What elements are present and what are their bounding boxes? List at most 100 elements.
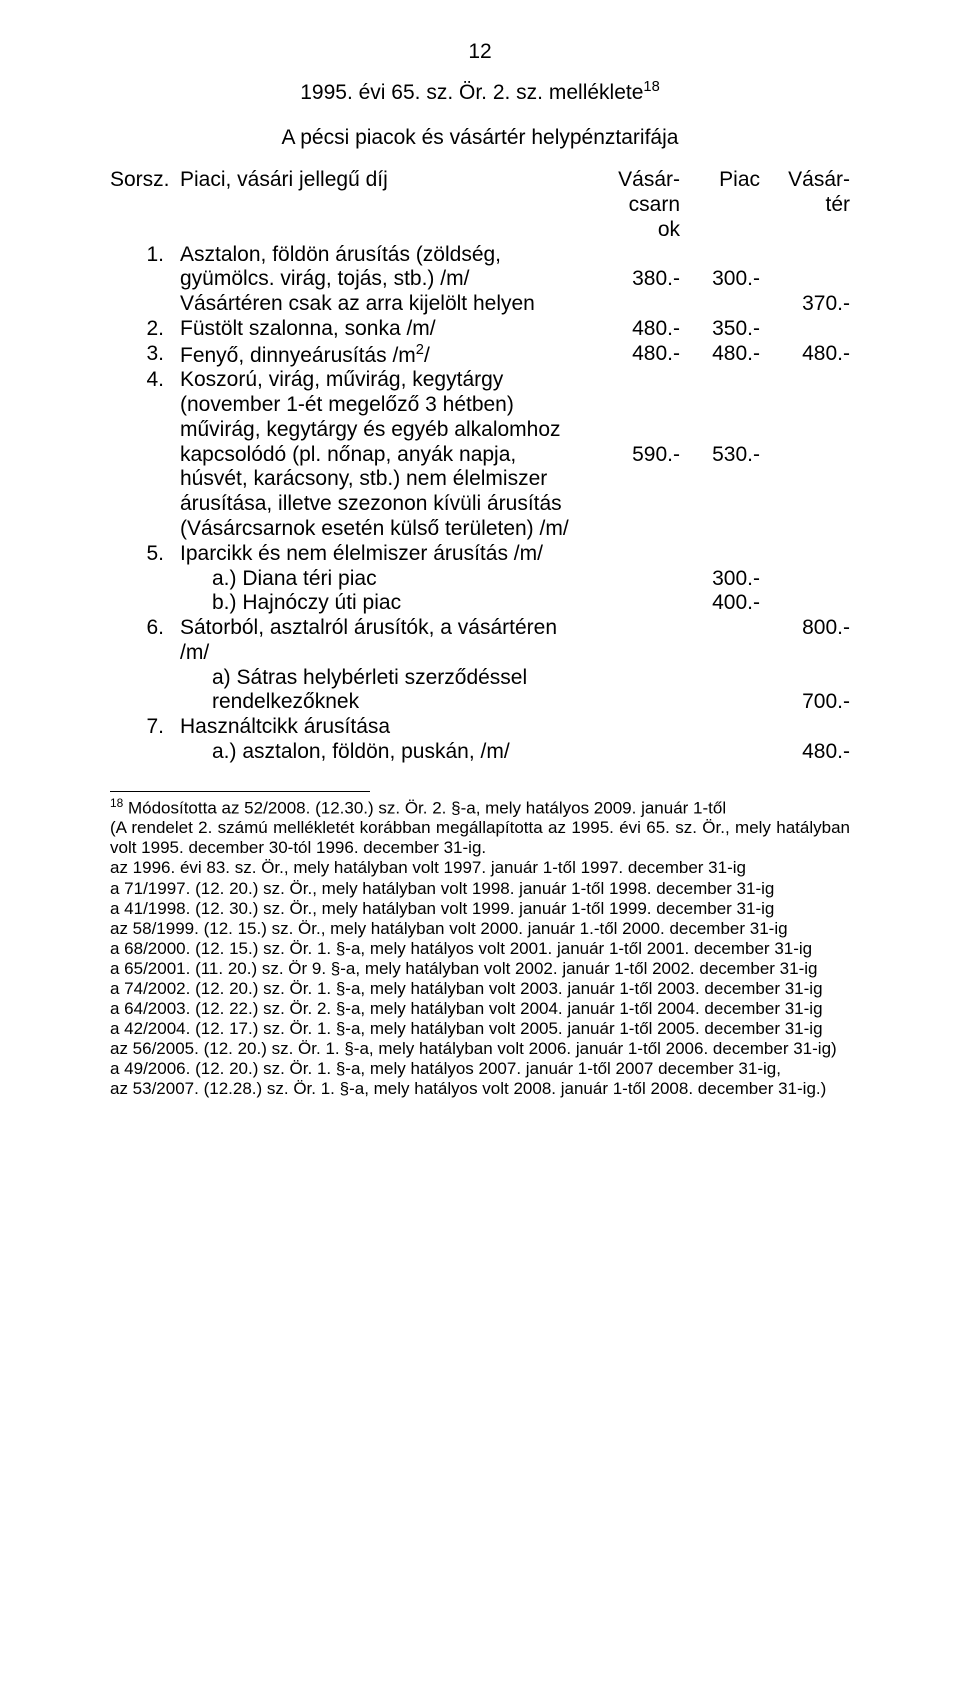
row-desc: Használtcikk árusítása	[180, 715, 590, 740]
row-num	[110, 591, 180, 616]
cell-val	[590, 517, 680, 542]
cell-val	[760, 418, 850, 443]
page-number: 12	[110, 40, 850, 65]
cell-val	[590, 492, 680, 517]
footnote-separator	[110, 791, 370, 792]
cell-val	[680, 666, 760, 691]
cell-val	[680, 690, 760, 715]
cell-val: 350.-	[680, 317, 760, 342]
cell-val	[680, 393, 760, 418]
row-num	[110, 443, 180, 468]
cell-val	[680, 418, 760, 443]
cell-val	[760, 492, 850, 517]
row-num	[110, 492, 180, 517]
cell-val	[680, 368, 760, 393]
col-head-sorsz: Sorsz.	[110, 168, 180, 242]
footnote-line: a 42/2004. (12. 17.) sz. Ör. 1. §-a, mel…	[110, 1019, 850, 1039]
cell-val	[590, 591, 680, 616]
heading-footnote-ref: 18	[643, 79, 659, 95]
row-num	[110, 467, 180, 492]
row-desc: árusítása, illetve szezonon kívüli árusí…	[180, 492, 590, 517]
row-desc: művirág, kegytárgy és egyéb alkalomhoz	[180, 418, 590, 443]
cell-val	[590, 243, 680, 268]
row-desc: b.) Hajnóczy úti piac	[180, 591, 590, 616]
row-num: 6.	[110, 616, 180, 641]
footnote-line: Módosította az 52/2008. (12.30.) sz. Ör.…	[123, 798, 726, 817]
col-head-line: ok	[590, 218, 680, 243]
cell-val: 480.-	[760, 342, 850, 369]
footnote-line: a 64/2003. (12. 22.) sz. Ör. 2. §-a, mel…	[110, 999, 850, 1019]
footnote-line: a 49/2006. (12. 20.) sz. Ör. 1. §-a, mel…	[110, 1059, 850, 1079]
row-num: 7.	[110, 715, 180, 740]
footnote-line: a 71/1997. (12. 20.) sz. Ör., mely hatál…	[110, 879, 850, 899]
cell-val	[680, 641, 760, 666]
cell-val	[590, 467, 680, 492]
cell-val	[590, 393, 680, 418]
footnote-line: (A rendelet 2. számú mellékletét korábba…	[110, 818, 850, 858]
row-desc: Füstölt szalonna, sonka /m/	[180, 317, 590, 342]
cell-val: 480.-	[680, 342, 760, 369]
cell-val	[590, 368, 680, 393]
cell-val	[760, 591, 850, 616]
cell-val: 300.-	[680, 267, 760, 292]
footnote-line: az 53/2007. (12.28.) sz. Ör. 1. §-a, mel…	[110, 1079, 850, 1099]
heading-text: 1995. évi 65. sz. Ör. 2. sz. melléklete	[300, 81, 643, 104]
cell-val	[760, 467, 850, 492]
cell-val	[590, 418, 680, 443]
cell-val	[760, 267, 850, 292]
row-num	[110, 418, 180, 443]
row-num: 4.	[110, 368, 180, 393]
cell-val	[760, 393, 850, 418]
row-desc: Asztalon, földön árusítás (zöldség,	[180, 243, 590, 268]
cell-val: 480.-	[760, 740, 850, 765]
cell-val	[760, 243, 850, 268]
cell-val	[680, 715, 760, 740]
document-page: 12 1995. évi 65. sz. Ör. 2. sz. mellékle…	[0, 0, 960, 1690]
cell-val	[760, 567, 850, 592]
footnote-number: 18	[110, 796, 123, 810]
cell-val	[590, 616, 680, 641]
row-desc: a.) asztalon, földön, puskán, /m/	[180, 740, 590, 765]
row-num: 2.	[110, 317, 180, 342]
cell-val	[760, 368, 850, 393]
footnote-line: az 58/1999. (12. 15.) sz. Ör., mely hatá…	[110, 919, 850, 939]
footnote-line: az 1996. évi 83. sz. Ör., mely hatályban…	[110, 858, 850, 878]
col-head-line: Piac	[680, 168, 760, 193]
cell-val	[680, 740, 760, 765]
cell-val	[590, 567, 680, 592]
cell-val	[590, 690, 680, 715]
cell-val	[760, 443, 850, 468]
row-desc: Koszorú, virág, művirág, kegytárgy	[180, 368, 590, 393]
cell-val: 300.-	[680, 567, 760, 592]
row-desc: (Vásárcsarnok esetén külső területen) /m…	[180, 517, 590, 542]
cell-val: 370.-	[760, 292, 850, 317]
row-desc: Vásártéren csak az arra kijelölt helyen	[180, 292, 590, 317]
cell-val	[590, 542, 680, 567]
row-desc: rendelkezőknek	[180, 690, 590, 715]
cell-val: 400.-	[680, 591, 760, 616]
col-head-line: csarn	[590, 193, 680, 218]
col-head-vasarcsarnok: Vásár- csarn ok	[590, 168, 680, 242]
row-desc: Iparcikk és nem élelmiszer árusítás /m/	[180, 542, 590, 567]
col-head-piac: Piac	[680, 168, 760, 242]
row-desc: gyümölcs. virág, tojás, stb.) /m/	[180, 267, 590, 292]
footnote-line: a 74/2002. (12. 20.) sz. Ör. 1. §-a, mel…	[110, 979, 850, 999]
footnote-line: a 68/2000. (12. 15.) sz. Ör. 1. §-a, mel…	[110, 939, 850, 959]
col-head-line: Vásár-	[590, 168, 680, 193]
cell-val: 380.-	[590, 267, 680, 292]
cell-val	[590, 666, 680, 691]
row-desc: a.) Diana téri piac	[180, 567, 590, 592]
cell-val	[680, 616, 760, 641]
row-num	[110, 267, 180, 292]
tariff-table: Sorsz. Piaci, vásári jellegű díj Vásár- …	[110, 168, 850, 764]
footnote-line: a 65/2001. (11. 20.) sz. Ör 9. §-a, mely…	[110, 959, 850, 979]
col-head-desc: Piaci, vásári jellegű díj	[180, 168, 590, 242]
cell-val: 530.-	[680, 443, 760, 468]
main-heading: 1995. évi 65. sz. Ör. 2. sz. melléklete1…	[110, 79, 850, 106]
row-num	[110, 690, 180, 715]
subtitle: A pécsi piacok és vásártér helypénztarif…	[110, 126, 850, 151]
row-num: 1.	[110, 243, 180, 268]
cell-val	[590, 641, 680, 666]
row-num	[110, 517, 180, 542]
row-num: 5.	[110, 542, 180, 567]
